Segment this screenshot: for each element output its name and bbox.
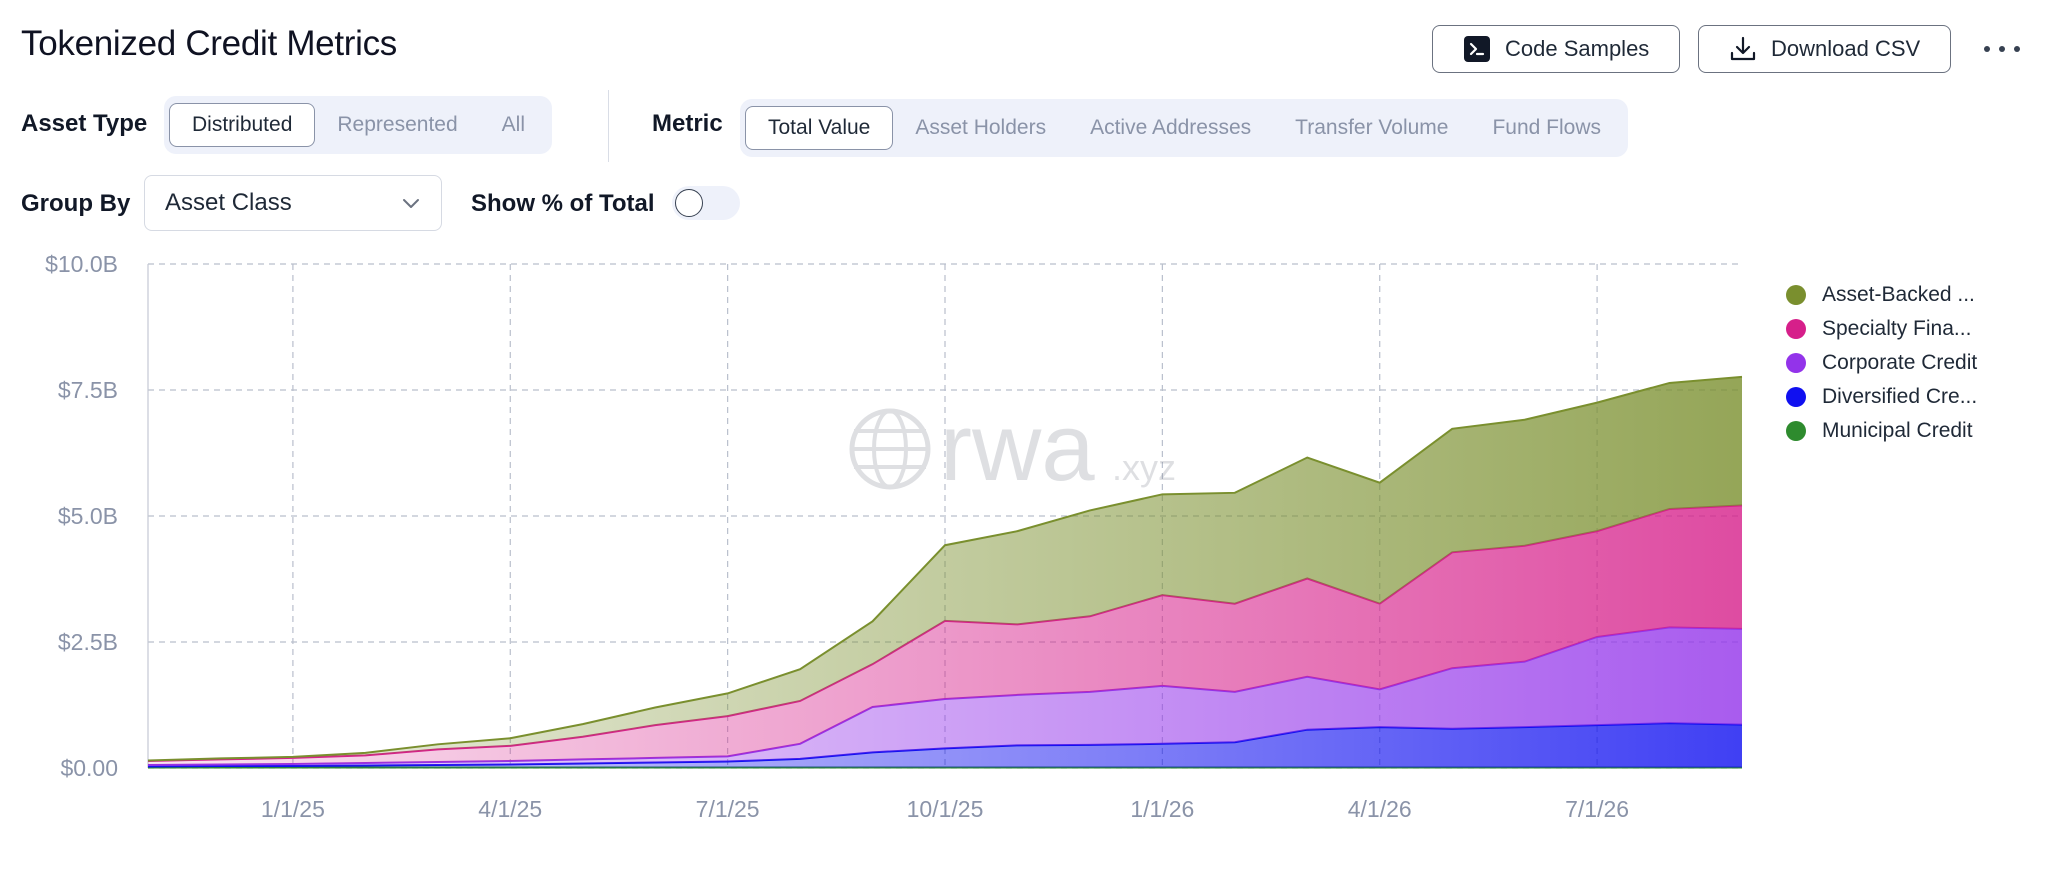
y-tick-label: $7.5B (58, 377, 118, 403)
legend-label: Corporate Credit (1822, 351, 1978, 374)
legend-label: Diversified Cre... (1822, 385, 1978, 408)
legend-item[interactable]: Municipal Credit (1786, 414, 1977, 448)
area-corporate-credit (148, 627, 1742, 767)
legend-label: Municipal Credit (1822, 419, 1973, 442)
legend-swatch (1786, 421, 1806, 441)
legend-swatch (1786, 319, 1806, 339)
y-tick-label: $10.0B (45, 251, 118, 277)
metric-active-addresses[interactable]: Active Addresses (1090, 116, 1252, 139)
y-tick-label: $5.0B (58, 503, 118, 529)
download-csv-label: Download CSV (1771, 36, 1921, 61)
legend-item[interactable]: Corporate Credit (1786, 346, 1977, 380)
divider (608, 90, 609, 162)
legend-item[interactable]: Diversified Cre... (1786, 380, 1977, 414)
asset-type-all[interactable]: All (501, 113, 525, 136)
group-by-label: Group By (21, 190, 131, 217)
terminal-icon (1463, 35, 1491, 63)
stacked-area-chart: $0.00 $2.5B $5.0B $7.5B $10.0B 1/1/25 4/1/25 7/… (45, 251, 1743, 822)
metric-total-value[interactable]: Total Value (745, 106, 894, 150)
chevron-down-icon (401, 189, 421, 217)
more-options-icon[interactable] (1984, 34, 2020, 64)
x-tick-label: 4/1/25 (478, 796, 542, 822)
legend-swatch (1786, 387, 1806, 407)
watermark-logo (849, 408, 931, 490)
asset-type-segmented: Distributed Represented All (164, 96, 552, 154)
legend-label: Specialty Fina... (1822, 317, 1972, 340)
y-tick-label: $0.00 (60, 755, 118, 781)
y-tick-label: $2.5B (58, 629, 118, 655)
watermark-suffix: .xyz (1112, 447, 1176, 488)
asset-type-distributed[interactable]: Distributed (169, 103, 316, 147)
legend-item[interactable]: Asset-Backed ... (1786, 278, 1977, 312)
page-title: Tokenized Credit Metrics (21, 24, 397, 63)
chart-legend: Asset-Backed ... Specialty Fina... Corpora… (1786, 278, 1977, 448)
toggle-knob (675, 189, 703, 217)
x-tick-label: 7/1/25 (696, 796, 760, 822)
legend-label: Asset-Backed ... (1822, 283, 1975, 306)
group-by-value: Asset Class (165, 189, 292, 216)
asset-type-represented[interactable]: Represented (337, 113, 458, 136)
code-samples-label: Code Samples (1505, 36, 1650, 61)
asset-type-label: Asset Type (21, 110, 148, 137)
x-tick-label: 7/1/26 (1565, 796, 1629, 822)
metric-asset-holders[interactable]: Asset Holders (915, 116, 1047, 139)
x-tick-label: 1/1/25 (261, 796, 325, 822)
area-asset-backed-credit (148, 376, 1742, 761)
metric-transfer-volume[interactable]: Transfer Volume (1295, 116, 1449, 139)
area-specialty-finance (148, 505, 1742, 765)
code-samples-button[interactable]: Code Samples (1432, 25, 1681, 73)
area-diversified-credit (148, 723, 1742, 768)
x-tick-label: 1/1/26 (1130, 796, 1194, 822)
x-tick-label: 10/1/25 (907, 796, 984, 822)
download-csv-button[interactable]: Download CSV (1698, 25, 1952, 73)
line-asset-backed-credit (147, 375, 1743, 762)
metric-label: Metric (652, 110, 723, 137)
download-icon (1729, 35, 1757, 63)
x-tick-label: 4/1/26 (1348, 796, 1412, 822)
show-percent-label: Show % of Total (471, 190, 655, 217)
watermark-text: rwa (940, 394, 1095, 501)
legend-swatch (1786, 353, 1806, 373)
legend-item[interactable]: Specialty Fina... (1786, 312, 1977, 346)
legend-swatch (1786, 285, 1806, 305)
metric-fund-flows[interactable]: Fund Flows (1492, 116, 1602, 139)
metric-segmented: Total Value Asset Holders Active Address… (740, 99, 1629, 157)
group-by-select[interactable]: Asset Class (144, 175, 442, 231)
show-percent-toggle[interactable] (672, 186, 740, 220)
